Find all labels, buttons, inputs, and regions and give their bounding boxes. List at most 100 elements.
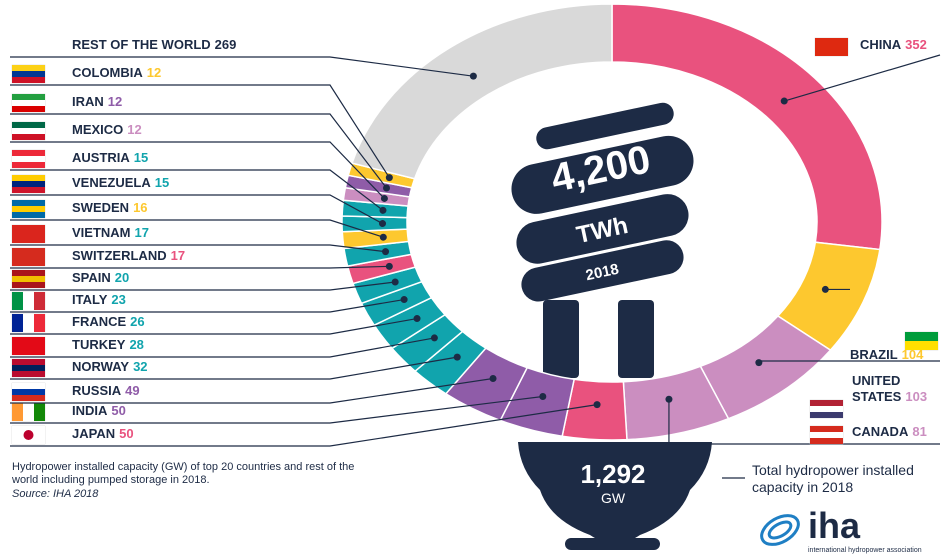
leader-dot bbox=[383, 185, 390, 192]
flag bbox=[12, 403, 45, 421]
flag bbox=[12, 200, 45, 218]
flag-stripe bbox=[12, 383, 45, 389]
flag-stripe bbox=[810, 438, 843, 444]
value-label: 12 bbox=[108, 94, 122, 109]
flag-stripe bbox=[34, 403, 45, 421]
category-name: CANADA bbox=[852, 424, 908, 439]
flag bbox=[12, 225, 45, 243]
flag-stripe bbox=[12, 122, 45, 128]
segment-label: UNITED STATES 103 bbox=[852, 373, 942, 405]
value-label: 26 bbox=[130, 314, 144, 329]
flag-stripe bbox=[12, 94, 45, 100]
category-name: AUSTRIA bbox=[72, 150, 130, 165]
flag-stripe bbox=[815, 38, 848, 56]
leader-dot bbox=[414, 315, 421, 322]
category-name: INDIA bbox=[72, 403, 107, 418]
leader-dot bbox=[386, 263, 393, 270]
flag bbox=[12, 426, 45, 444]
value-label: 104 bbox=[902, 347, 924, 362]
note: Hydropower installed capacity (GW) of to… bbox=[12, 461, 357, 487]
category-name: REST OF THE WORLD bbox=[72, 37, 211, 52]
value-label: 103 bbox=[905, 389, 927, 404]
flag-stripe bbox=[12, 212, 45, 218]
value-label: 12 bbox=[147, 65, 161, 80]
leader-line bbox=[10, 85, 389, 178]
leader-dot bbox=[379, 220, 386, 227]
value-label: 16 bbox=[133, 200, 147, 215]
flag-stripe bbox=[12, 100, 45, 106]
flag-stripe bbox=[12, 181, 45, 187]
leader-dot bbox=[401, 296, 408, 303]
leader-dot bbox=[539, 393, 546, 400]
category-name: SWITZERLAND bbox=[72, 248, 167, 263]
value-label: 17 bbox=[171, 248, 185, 263]
leader-dot bbox=[822, 286, 829, 293]
category-name: VIETNAM bbox=[72, 225, 131, 240]
leader-line bbox=[10, 300, 404, 312]
category-name: UNITED STATES bbox=[852, 373, 901, 404]
flag-stripe bbox=[12, 65, 45, 71]
flag bbox=[12, 383, 45, 401]
value-label: 49 bbox=[125, 383, 139, 398]
flag-stripe bbox=[810, 406, 843, 412]
flag-stripe bbox=[12, 77, 45, 83]
value-label: 81 bbox=[912, 424, 926, 439]
segment-label: IRAN 12 bbox=[72, 94, 122, 110]
flag bbox=[12, 359, 45, 377]
segment-label: BRAZIL 104 bbox=[850, 347, 923, 363]
flag bbox=[12, 337, 45, 355]
flag-stripe bbox=[12, 200, 45, 206]
logo-mark bbox=[757, 510, 804, 551]
category-name: BRAZIL bbox=[850, 347, 898, 362]
category-name: MEXICO bbox=[72, 122, 123, 137]
flag-stripe bbox=[23, 314, 34, 332]
value-label: 50 bbox=[119, 426, 133, 441]
value-label: 352 bbox=[905, 37, 927, 52]
category-name: ITALY bbox=[72, 292, 107, 307]
leader-dot bbox=[781, 98, 788, 105]
flag-stripe bbox=[12, 270, 45, 276]
segment-label: FRANCE 26 bbox=[72, 314, 145, 330]
value-label: 12 bbox=[127, 122, 141, 137]
leader-dot bbox=[470, 73, 477, 80]
source: Source: IHA 2018 bbox=[12, 488, 98, 500]
segment-label: CANADA 81 bbox=[852, 424, 927, 440]
flag-emblem bbox=[24, 430, 34, 440]
category-name: VENEZUELA bbox=[72, 175, 151, 190]
category-name: FRANCE bbox=[72, 314, 126, 329]
flag-stripe bbox=[12, 282, 45, 288]
value-label: 23 bbox=[111, 292, 125, 307]
segment-label: REST OF THE WORLD 269 bbox=[72, 37, 236, 53]
flag-stripe bbox=[12, 292, 23, 310]
segment bbox=[342, 216, 407, 232]
segment-label: TURKEY28 bbox=[72, 337, 144, 353]
flag-stripe bbox=[905, 332, 938, 341]
segment-label: JAPAN50 bbox=[72, 426, 134, 442]
leader-line bbox=[10, 114, 386, 188]
flag bbox=[810, 400, 843, 418]
category-name: IRAN bbox=[72, 94, 104, 109]
value-label: 269 bbox=[215, 37, 237, 52]
value-label: 20 bbox=[115, 270, 129, 285]
flag-stripe bbox=[12, 395, 45, 401]
flag bbox=[12, 65, 45, 83]
leader-dot bbox=[665, 396, 672, 403]
flag bbox=[12, 150, 45, 168]
flag bbox=[12, 314, 45, 332]
flag bbox=[12, 270, 45, 288]
leader-line bbox=[10, 220, 383, 237]
category-name: COLOMBIA bbox=[72, 65, 143, 80]
leader-dot bbox=[382, 248, 389, 255]
value-label: 32 bbox=[133, 359, 147, 374]
flag-stripe bbox=[34, 292, 45, 310]
leader-dot bbox=[454, 354, 461, 361]
leader-line bbox=[10, 282, 395, 290]
flag bbox=[12, 122, 45, 140]
flag-stripe bbox=[12, 106, 45, 112]
flag-stripe bbox=[810, 426, 843, 432]
flag-stripe bbox=[12, 128, 45, 134]
